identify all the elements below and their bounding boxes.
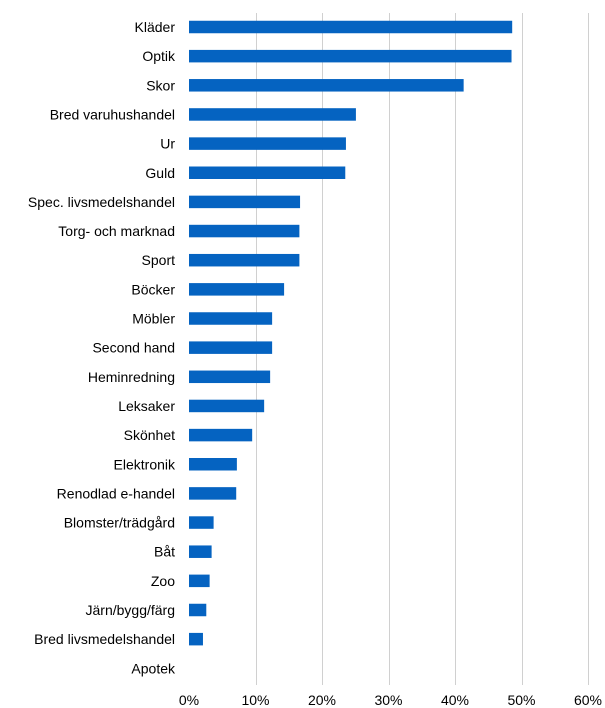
- category-label: Torg- och marknad: [58, 223, 175, 239]
- bar: [189, 632, 203, 646]
- category-label: Skönhet: [124, 427, 175, 443]
- x-tick-label: 20%: [308, 692, 336, 708]
- category-label: Sport: [142, 252, 176, 268]
- x-tick-labels: 0% 10% 20% 30% 40% 50% 60%: [179, 692, 602, 708]
- x-tick-label: 30%: [374, 692, 402, 708]
- x-tick-label: 60%: [574, 692, 602, 708]
- bar: [189, 312, 273, 325]
- category-label: Järn/bygg/färg: [86, 602, 176, 618]
- bar: [189, 516, 214, 529]
- category-label: Optik: [142, 48, 176, 64]
- category-labels: Kläder Optik Skor Bred varuhushandel Ur Guld S…: [28, 19, 176, 676]
- bar: [189, 195, 301, 209]
- category-label: Leksaker: [118, 398, 175, 414]
- bar: [189, 20, 513, 34]
- bar: [189, 399, 265, 413]
- bar: [189, 224, 300, 238]
- category-label: Blomster/trädgård: [64, 515, 175, 531]
- category-label: Böcker: [131, 281, 175, 297]
- bar: [189, 49, 512, 63]
- bar: [189, 341, 273, 354]
- x-tick-label: 0%: [179, 692, 199, 708]
- bar: [189, 108, 356, 121]
- grid-lines: [256, 13, 589, 685]
- category-label: Zoo: [151, 573, 175, 589]
- category-label: Guld: [145, 165, 175, 181]
- bars: [189, 20, 513, 646]
- x-tick-label: 40%: [441, 692, 469, 708]
- bar: [189, 458, 237, 471]
- category-label: Båt: [154, 544, 175, 560]
- category-label: Skor: [146, 77, 175, 93]
- category-label: Kläder: [135, 19, 176, 35]
- bar: [189, 166, 346, 179]
- category-label: Second hand: [92, 340, 175, 356]
- bar: [189, 370, 271, 384]
- bar: [189, 253, 300, 267]
- bar: [189, 487, 237, 500]
- category-label: Spec. livsmedelshandel: [28, 194, 175, 210]
- category-label: Apotek: [131, 660, 176, 676]
- category-label: Bred varuhushandel: [50, 106, 175, 122]
- bar: [189, 428, 253, 442]
- bar: [189, 79, 464, 92]
- category-label: Elektronik: [114, 456, 176, 472]
- bar: [189, 283, 285, 296]
- category-label: Renodlad e-handel: [57, 485, 175, 501]
- x-tick-label: 10%: [241, 692, 269, 708]
- category-label: Bred livsmedelshandel: [34, 631, 175, 647]
- bar: [189, 603, 207, 617]
- x-tick-label: 50%: [507, 692, 535, 708]
- bar: [189, 574, 210, 588]
- bar: [189, 545, 212, 558]
- category-label: Möbler: [132, 311, 175, 327]
- category-label: Heminredning: [88, 369, 175, 385]
- category-label: Ur: [160, 136, 175, 152]
- bar: [189, 137, 346, 150]
